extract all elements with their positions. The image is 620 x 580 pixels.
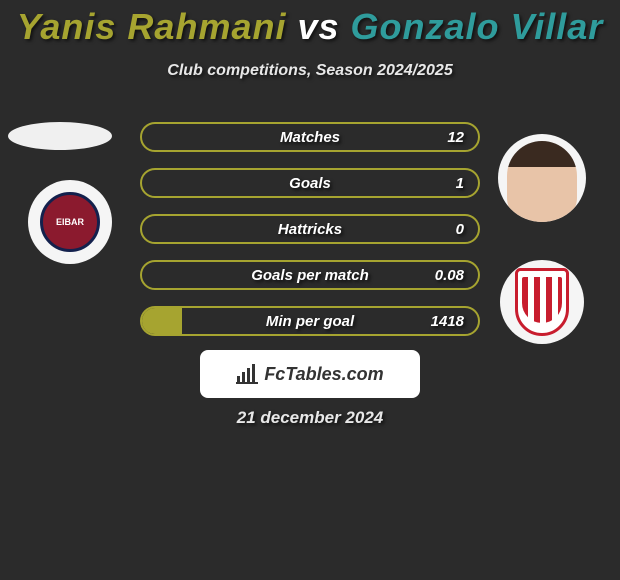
subtitle: Club competitions, Season 2024/2025 bbox=[0, 62, 620, 80]
granada-badge-icon bbox=[515, 268, 569, 336]
stat-bar: Hattricks 0 bbox=[140, 214, 480, 244]
eibar-badge-text: EIBAR bbox=[56, 217, 84, 227]
player-photo-icon bbox=[507, 141, 577, 222]
stat-label: Goals bbox=[289, 175, 331, 192]
stat-bar: Goals per match 0.08 bbox=[140, 260, 480, 290]
stat-bar-fill bbox=[142, 308, 182, 334]
comparison-title: Yanis Rahmani vs Gonzalo Villar bbox=[0, 0, 620, 48]
stat-label: Goals per match bbox=[251, 267, 369, 284]
date-label: 21 december 2024 bbox=[0, 408, 620, 428]
player1-avatar-icon bbox=[8, 122, 112, 150]
bar-chart-icon bbox=[236, 364, 258, 384]
team1-logo-icon: EIBAR bbox=[28, 180, 112, 264]
stat-value: 1418 bbox=[431, 313, 464, 330]
player2-avatar-icon bbox=[498, 134, 586, 222]
stat-value: 0 bbox=[456, 221, 464, 238]
stat-bar: Goals 1 bbox=[140, 168, 480, 198]
player2-name: Gonzalo Villar bbox=[351, 6, 604, 47]
team2-logo-icon bbox=[500, 260, 584, 344]
stat-label: Matches bbox=[280, 129, 340, 146]
stat-bars: Matches 12 Goals 1 Hattricks 0 Goals per… bbox=[140, 122, 480, 352]
vs-label: vs bbox=[297, 6, 339, 47]
stat-value: 0.08 bbox=[435, 267, 464, 284]
brand-text: FcTables.com bbox=[264, 364, 383, 385]
stat-value: 12 bbox=[447, 129, 464, 146]
stat-label: Min per goal bbox=[266, 313, 354, 330]
stat-value: 1 bbox=[456, 175, 464, 192]
player1-name: Yanis Rahmani bbox=[17, 6, 287, 47]
brand-box: FcTables.com bbox=[200, 350, 420, 398]
stat-bar: Min per goal 1418 bbox=[140, 306, 480, 336]
eibar-badge-icon: EIBAR bbox=[40, 192, 100, 252]
stat-label: Hattricks bbox=[278, 221, 342, 238]
stat-bar: Matches 12 bbox=[140, 122, 480, 152]
